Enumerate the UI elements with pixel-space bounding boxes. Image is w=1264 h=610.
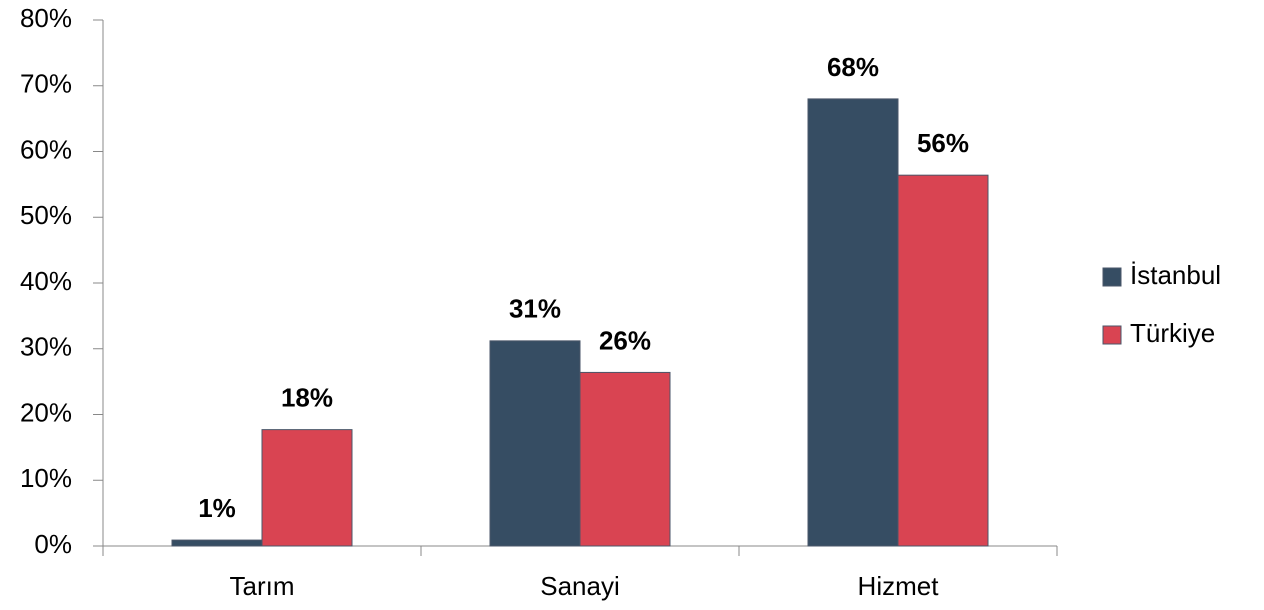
- y-tick-label: 40%: [20, 266, 72, 296]
- y-tick-label: 30%: [20, 332, 72, 362]
- bar: [897, 174, 989, 547]
- bar: [489, 340, 581, 547]
- y-tick-label: 80%: [20, 3, 72, 33]
- y-tick-label: 60%: [20, 134, 72, 164]
- legend-label: İstanbul: [1130, 260, 1221, 290]
- legend-swatch: [1102, 325, 1122, 345]
- data-label: 68%: [827, 52, 879, 82]
- x-tick-label: Sanayi: [540, 571, 620, 601]
- y-tick-label: 20%: [20, 397, 72, 427]
- legend-swatch: [1102, 267, 1122, 287]
- data-label: 26%: [599, 325, 651, 355]
- data-label: 56%: [917, 128, 969, 158]
- legend-label: Türkiye: [1130, 318, 1215, 348]
- data-label: 31%: [509, 294, 561, 324]
- data-label: 18%: [281, 382, 333, 412]
- bar: [171, 539, 263, 547]
- y-tick-label: 50%: [20, 200, 72, 230]
- y-tick-label: 70%: [20, 69, 72, 99]
- bar: [579, 371, 671, 547]
- data-label: 1%: [198, 493, 236, 523]
- bar: [807, 98, 899, 547]
- y-tick-label: 10%: [20, 463, 72, 493]
- x-tick-label: Tarım: [230, 571, 295, 601]
- x-tick-label: Hizmet: [858, 571, 940, 601]
- bar: [261, 429, 353, 547]
- y-tick-label: 0%: [34, 529, 72, 559]
